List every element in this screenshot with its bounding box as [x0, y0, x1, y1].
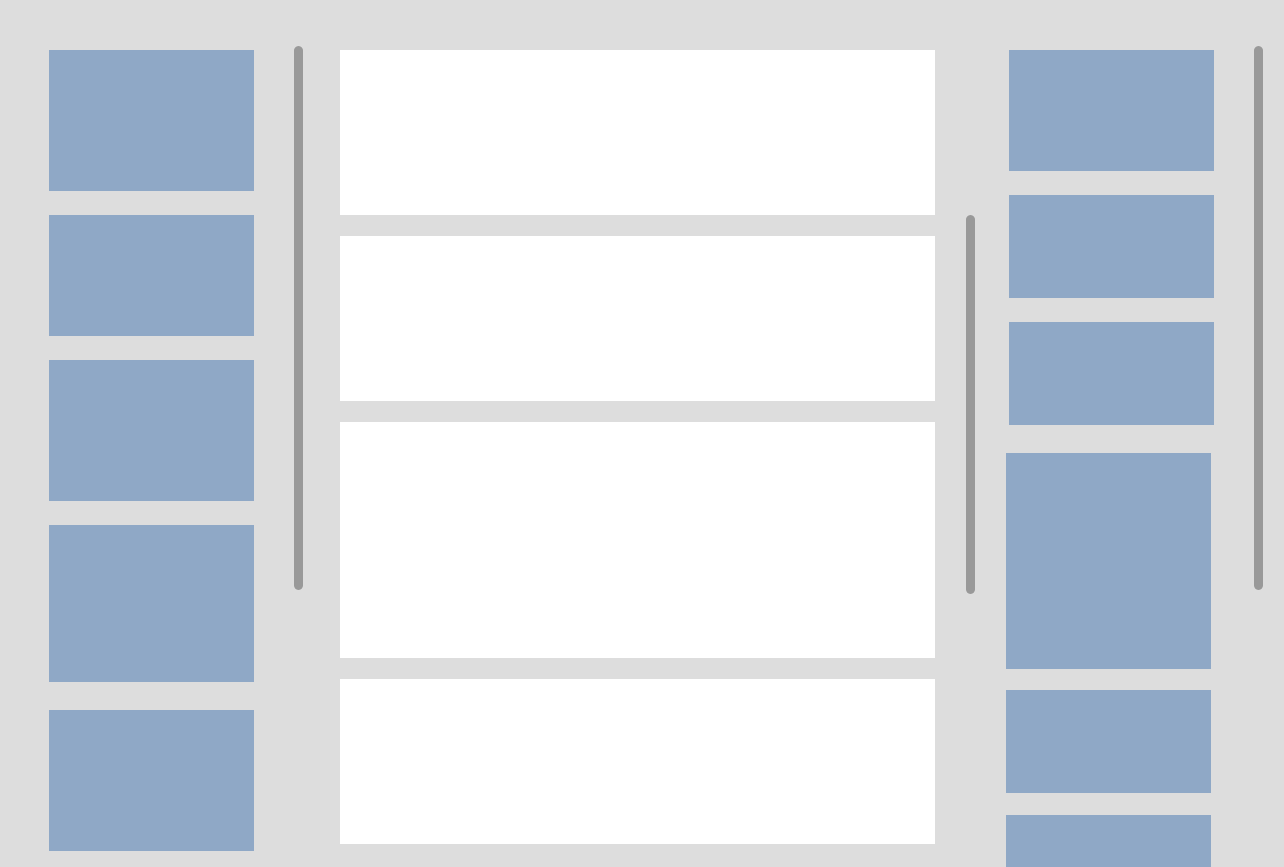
right-scrollbar[interactable]	[1254, 46, 1263, 590]
left-tile[interactable]	[49, 710, 254, 851]
left-scrollbar[interactable]	[294, 46, 303, 590]
content-card[interactable]	[340, 422, 935, 658]
right-tile[interactable]	[1006, 453, 1211, 669]
content-card[interactable]	[340, 236, 935, 401]
right-tile[interactable]	[1006, 815, 1211, 867]
content-card[interactable]	[340, 50, 935, 215]
left-tile[interactable]	[49, 360, 254, 501]
content-card[interactable]	[340, 679, 935, 844]
left-tile[interactable]	[49, 215, 254, 336]
middle-scrollbar[interactable]	[966, 215, 975, 594]
right-tile[interactable]	[1009, 50, 1214, 171]
left-tile[interactable]	[49, 50, 254, 191]
right-tile[interactable]	[1009, 322, 1214, 425]
right-tile[interactable]	[1009, 195, 1214, 298]
left-tile[interactable]	[49, 525, 254, 682]
right-tile[interactable]	[1006, 690, 1211, 793]
